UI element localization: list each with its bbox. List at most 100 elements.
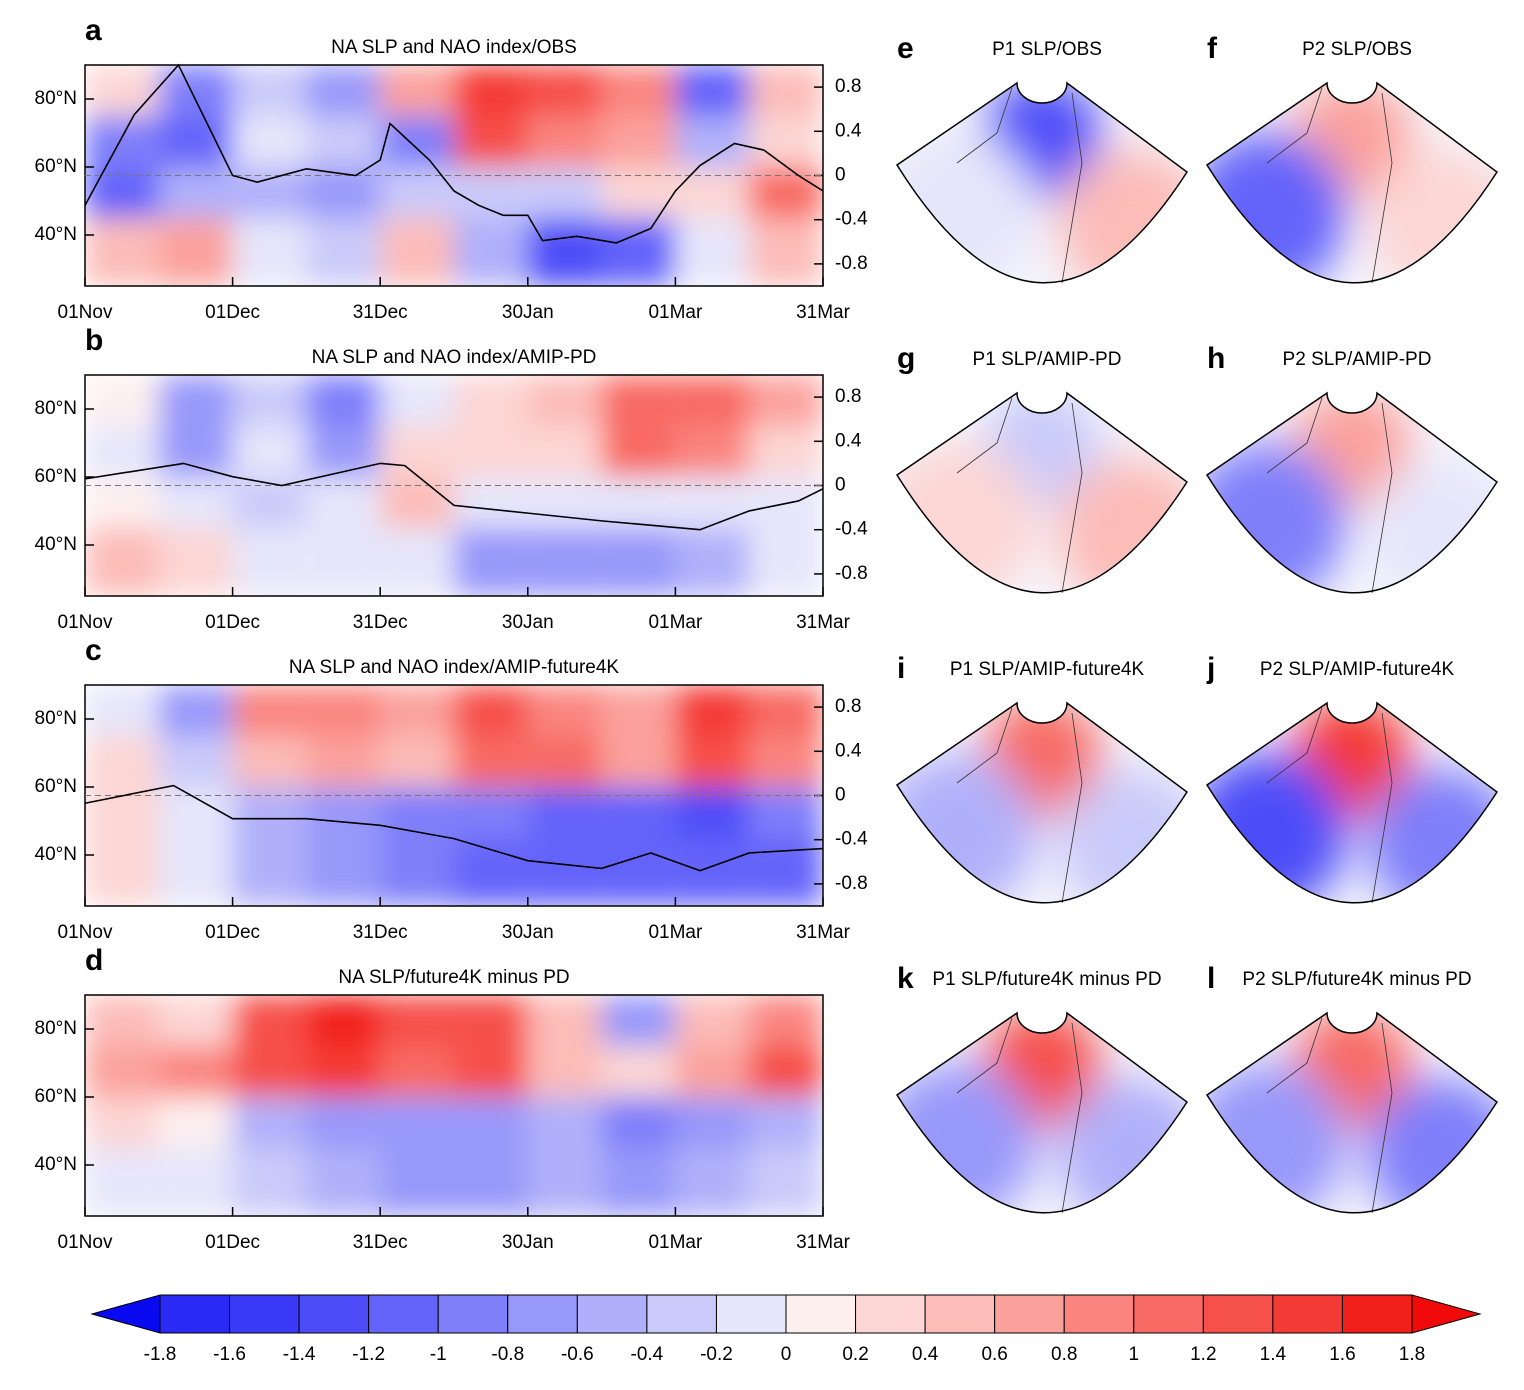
panel-letter: i — [897, 652, 905, 685]
y2-tick-label: -0.8 — [835, 563, 868, 584]
field-cell — [85, 65, 159, 116]
x-tick-label: 31Dec — [353, 612, 408, 633]
field-cell — [380, 685, 454, 736]
field-cell — [85, 838, 159, 906]
field-cell — [158, 218, 233, 286]
panel: b NA SLP and NAO index/AMIP-PD 01Nov 01Dec 3… — [35, 324, 869, 633]
field-cell — [675, 995, 750, 1046]
field-cell — [380, 995, 454, 1046]
map-frame — [1205, 81, 1499, 284]
colorbar-box — [298, 1294, 370, 1334]
colorbar-box — [924, 1294, 996, 1334]
y-tick-label: 40°N — [35, 224, 77, 245]
field-cell — [85, 218, 159, 286]
field — [85, 65, 823, 286]
colorbar-label: -1.2 — [352, 1344, 385, 1365]
field-cell — [749, 426, 823, 477]
field-cell — [454, 218, 528, 286]
panel: c NA SLP and NAO index/AMIP-future4K 01Nov… — [35, 634, 869, 943]
field-cell — [749, 685, 823, 736]
field-cell — [232, 1148, 307, 1216]
map-field — [897, 83, 1187, 283]
field-cell — [306, 426, 381, 477]
field-cell — [527, 736, 602, 787]
y2-tick-label: -0.8 — [835, 253, 868, 274]
map-frame — [895, 391, 1189, 594]
y-tick-label: 60°N — [35, 1086, 77, 1107]
field-cell — [601, 1148, 676, 1216]
field-cell — [85, 116, 159, 167]
field-cell — [158, 1148, 233, 1216]
y2-tick-label: 0.8 — [835, 76, 861, 97]
coastline — [956, 397, 1083, 594]
field-cell — [454, 1097, 528, 1148]
field-cell — [380, 528, 454, 596]
field-cell — [601, 426, 676, 477]
field-cell — [454, 1148, 528, 1216]
colorbar-box — [229, 1294, 300, 1334]
colorbar-label: -0.2 — [700, 1344, 733, 1365]
field-cell — [675, 528, 750, 596]
colorbar-label: 0.4 — [912, 1344, 939, 1365]
field-cell — [232, 375, 307, 426]
field-cell — [454, 116, 528, 167]
colorbar-box — [1063, 1294, 1135, 1334]
field-cell — [601, 995, 676, 1046]
field-cell — [85, 1148, 159, 1216]
field-cell — [85, 685, 159, 736]
field-cell — [380, 736, 454, 787]
field-cell — [158, 838, 233, 906]
field-cell — [306, 787, 381, 838]
field-cell — [232, 1046, 307, 1097]
map-anomaly — [1207, 443, 1347, 593]
field-cell — [527, 218, 602, 286]
colorbar-label: -1.6 — [213, 1344, 246, 1365]
map-panel: g P1 SLP/AMIP-PD — [895, 342, 1189, 594]
field-cell — [675, 1148, 750, 1216]
panel-title: P2 SLP/future4K minus PD — [1242, 969, 1471, 990]
x-tick-label: 01Dec — [205, 1232, 260, 1253]
y-tick-label: 60°N — [35, 466, 77, 487]
panel-letter: j — [1206, 652, 1215, 685]
map-frame — [895, 701, 1189, 904]
coastline — [1266, 397, 1393, 594]
field-cell — [380, 477, 454, 528]
field-cell — [601, 685, 676, 736]
field-cell — [158, 528, 233, 596]
field-cell — [527, 995, 602, 1046]
field-cell — [601, 1097, 676, 1148]
map-field — [1207, 83, 1497, 283]
colorbar-box — [368, 1294, 439, 1334]
field-cell — [85, 995, 159, 1046]
field-cell — [601, 477, 676, 528]
field-cell — [306, 218, 381, 286]
field-cell — [749, 1046, 823, 1097]
field-cell — [158, 1097, 233, 1148]
field-cell — [527, 167, 602, 218]
field-cell — [527, 838, 602, 906]
field-cells — [85, 685, 823, 906]
y-tick-label: 60°N — [35, 156, 77, 177]
field-cell — [232, 1097, 307, 1148]
panel-letter: a — [85, 14, 102, 47]
field-cell — [749, 218, 823, 286]
colorbar-label: -1 — [430, 1344, 447, 1365]
colorbar-box — [646, 1294, 717, 1334]
y2-tick-label: -0.4 — [835, 829, 868, 850]
field-cell — [232, 477, 307, 528]
field-cell — [306, 685, 381, 736]
field-cell — [601, 528, 676, 596]
panel-letter: g — [897, 342, 915, 375]
colorbar-under — [90, 1294, 161, 1334]
x-tick-label: 31Dec — [353, 922, 408, 943]
field-cell — [601, 787, 676, 838]
field-cell — [527, 787, 602, 838]
field-cell — [158, 1046, 233, 1097]
map-anomaly — [1207, 1063, 1347, 1213]
field-cell — [380, 375, 454, 426]
field-cell — [749, 528, 823, 596]
field-cell — [232, 426, 307, 477]
field-cell — [232, 116, 307, 167]
field-cell — [454, 787, 528, 838]
